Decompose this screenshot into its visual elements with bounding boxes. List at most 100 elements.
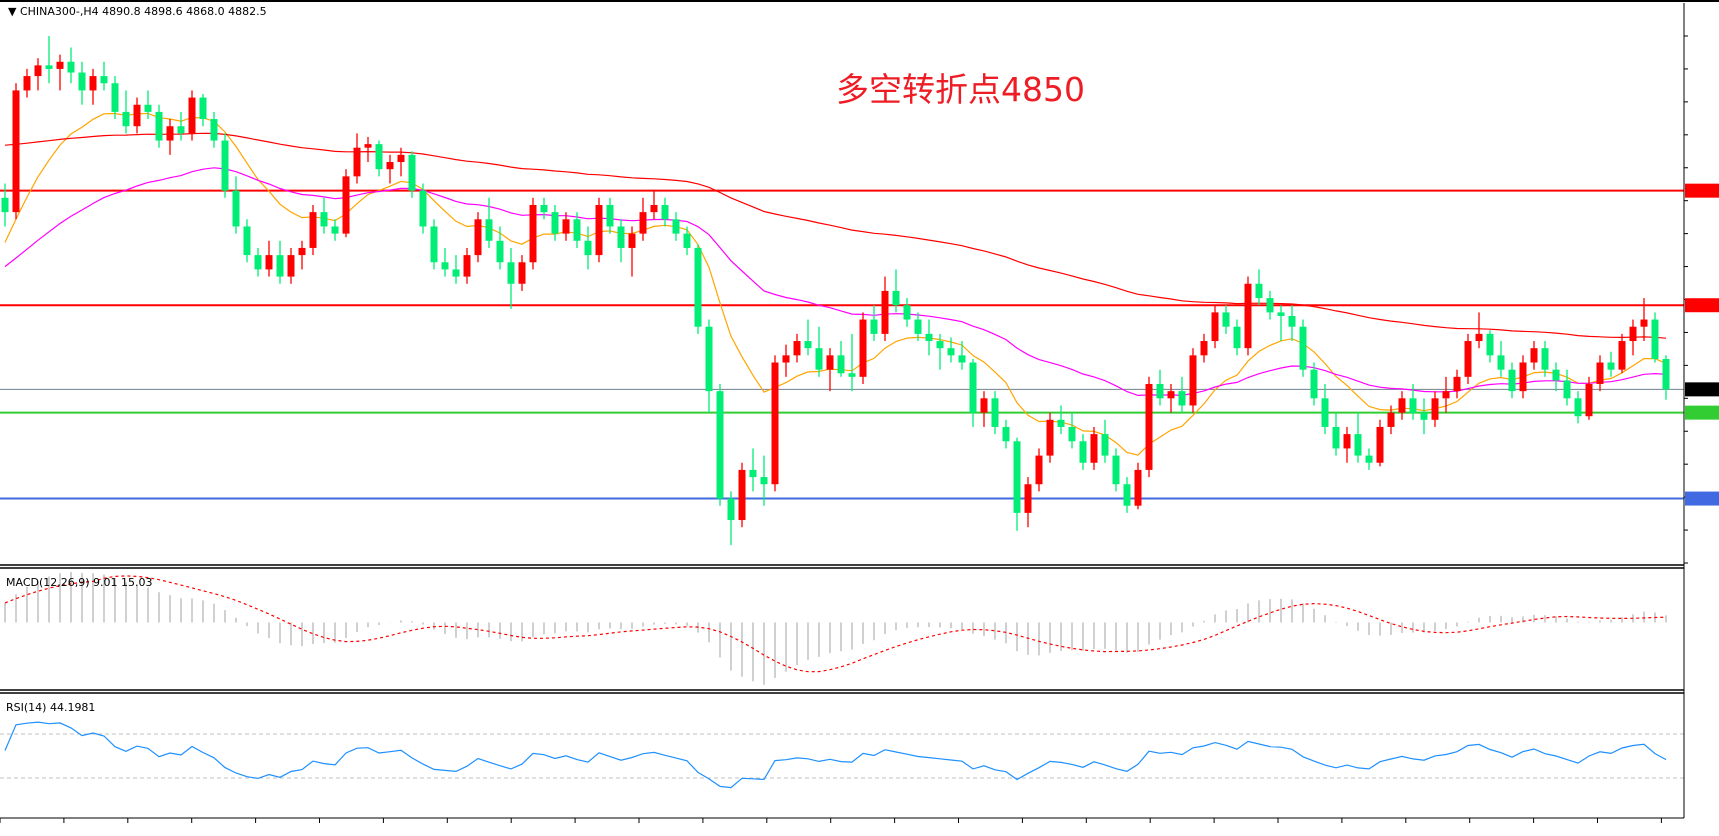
candle-bear: [1013, 441, 1021, 513]
candle-bear: [716, 391, 724, 499]
macd-title: MACD(12,26,9) 9.01 15.03: [6, 576, 153, 589]
candle-bear: [243, 226, 251, 256]
level-label-bg: [1685, 382, 1719, 397]
candle-bear: [507, 262, 515, 284]
candle-bull: [562, 219, 570, 234]
annotation-text: 多空转折点4850: [836, 70, 1085, 109]
candle-bear: [617, 226, 625, 248]
candle-bear: [408, 154, 416, 191]
candle-bear: [430, 226, 438, 263]
candle-bear: [331, 226, 339, 234]
candle-bull: [34, 65, 42, 77]
candle-bear: [254, 255, 262, 270]
candle-bull: [1211, 312, 1219, 342]
candle-bear: [210, 119, 218, 141]
candle-bear: [991, 398, 999, 427]
candle-bear: [100, 76, 108, 84]
macd-signal-line: [4, 575, 1667, 673]
candle-bear: [1101, 434, 1109, 456]
candle-bull: [1618, 341, 1626, 370]
candle-bear: [925, 333, 933, 342]
candle-bull: [1585, 383, 1593, 417]
candle-bull: [1596, 362, 1604, 384]
candle-bear: [155, 111, 163, 141]
candle-bear: [1497, 355, 1505, 370]
candle-bear: [1409, 398, 1417, 413]
candle-bull: [89, 76, 97, 91]
candle-bear: [914, 319, 922, 334]
candle-bear: [1332, 426, 1340, 449]
candle-bull: [1145, 383, 1153, 470]
candle-bear: [870, 319, 878, 334]
candle-bull: [639, 212, 647, 234]
candle-bull: [1189, 355, 1197, 406]
rsi-panel[interactable]: [0, 721, 1684, 789]
candle-bull: [1431, 398, 1439, 420]
candle-bear: [1420, 412, 1428, 420]
candle-bear: [1079, 441, 1087, 463]
candle-bull: [133, 104, 141, 127]
candle-bear: [694, 247, 702, 327]
candle-bear: [232, 190, 240, 227]
candle-bear: [1310, 369, 1318, 399]
symbol-info: ▼ CHINA300-,H4 4890.8 4898.6 4868.0 4882…: [8, 5, 267, 18]
candle-bull: [1453, 376, 1461, 392]
candle-bear: [1651, 319, 1659, 359]
candle-bull: [782, 355, 790, 363]
candle-bear: [551, 212, 559, 234]
candle-bear: [606, 204, 614, 227]
candle-bull: [463, 255, 471, 277]
candle-bear: [1662, 358, 1670, 390]
candle-bull: [1035, 455, 1043, 485]
candle-bull: [628, 233, 636, 248]
candle-bear: [848, 373, 856, 377]
candle-bull: [364, 144, 372, 148]
candle-bear: [1178, 391, 1186, 406]
candle-bull: [1640, 319, 1648, 327]
candle-bull: [518, 262, 526, 284]
candle-bull: [1519, 362, 1527, 392]
candle-bear: [1255, 283, 1263, 299]
candle-bear: [199, 97, 207, 120]
candle-bear: [111, 83, 119, 112]
candle-bull: [397, 154, 405, 163]
level-label-bg: [1685, 405, 1719, 420]
candle-bear: [936, 341, 944, 349]
candle-bear: [1563, 380, 1571, 399]
candle-bear: [1321, 398, 1329, 427]
ma-mid-line: [4, 167, 1667, 397]
candle-bear: [441, 262, 449, 270]
candle-bear: [1112, 455, 1120, 485]
candle-bear: [1, 197, 9, 213]
candle-bear: [1266, 298, 1274, 313]
candle-bear: [958, 355, 966, 363]
ma-slow-line: [4, 132, 1667, 339]
candle-bull: [1475, 333, 1483, 342]
candle-bear: [1277, 312, 1285, 316]
candle-bull: [386, 162, 394, 170]
candle-bear: [727, 498, 735, 521]
candle-bear: [1156, 383, 1164, 399]
candle-bull: [298, 247, 306, 256]
candle-bull: [1167, 391, 1175, 399]
candle-bull: [1343, 434, 1351, 449]
candle-bear: [45, 65, 53, 69]
candle-bull: [1134, 469, 1142, 506]
candle-bull: [1024, 484, 1032, 513]
top-border: [0, 0, 1719, 2]
candle-bear: [375, 144, 383, 170]
candle-bear: [496, 240, 504, 263]
candle-bull: [1200, 341, 1208, 356]
candle-bear: [1299, 326, 1307, 370]
candle-bull: [771, 362, 779, 485]
candle-bear: [320, 212, 328, 227]
candle-bear: [540, 204, 548, 213]
level-label-bg: [1685, 491, 1719, 506]
level-label-bg: [1685, 298, 1719, 313]
candle-bear: [584, 240, 592, 256]
macd-panel[interactable]: [4, 572, 1667, 685]
candle-bull: [12, 90, 20, 213]
price-panel[interactable]: [0, 36, 1684, 546]
